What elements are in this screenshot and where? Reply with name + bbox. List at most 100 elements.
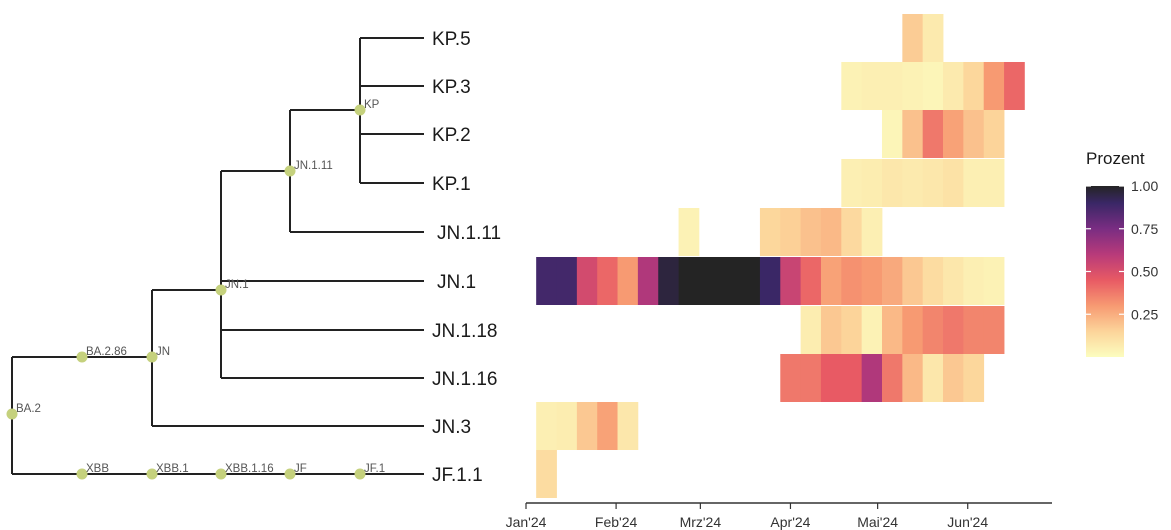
- legend-tick-label: 0.25: [1131, 306, 1158, 322]
- x-tick-label: Jan'24: [506, 514, 547, 530]
- heatmap-cell: [963, 110, 985, 158]
- heatmap-cell: [597, 402, 618, 450]
- heatmap-cell: [902, 62, 924, 110]
- tree-node-point: [354, 468, 366, 480]
- legend-tick-label: 0.50: [1131, 264, 1158, 280]
- heatmap-cell: [902, 14, 924, 62]
- tip-label: JN.1.18: [432, 321, 497, 342]
- heatmap-cell: [841, 208, 863, 256]
- tip-label: KP.1: [432, 174, 471, 195]
- heatmap-cell: [800, 208, 822, 256]
- heatmap-cell: [922, 14, 944, 62]
- heatmap-cell: [841, 257, 863, 305]
- tip-label: JN.1: [437, 272, 476, 293]
- tip-label: JN.3: [432, 417, 471, 438]
- heatmap-cell: [536, 450, 557, 498]
- heatmap-cell: [576, 402, 598, 450]
- color-legend: Prozent 1.00 0.75 0.50 0.25: [1086, 149, 1158, 357]
- heatmap-cell: [881, 110, 903, 158]
- legend-title: Prozent: [1086, 149, 1145, 168]
- heatmap-cell: [536, 257, 557, 305]
- heatmap-cell: [1004, 62, 1025, 110]
- heatmap-cell: [943, 354, 964, 402]
- heatmap-cell: [943, 257, 964, 305]
- heatmap-cell: [576, 257, 598, 305]
- heatmap-cell: [597, 257, 618, 305]
- heatmap-cell: [983, 62, 1005, 110]
- tree-node-label: JF: [294, 463, 307, 475]
- heatmap-cell: [902, 159, 924, 207]
- tree-node-point: [284, 165, 296, 177]
- heatmap-cell: [780, 257, 802, 305]
- x-tick-label: Feb'24: [595, 514, 638, 530]
- tree-node-label: XBB.1: [156, 463, 189, 475]
- phylogenetic-tree: BA.2 BA.2.86 JN JN.1 JN.1.11 KP XBB XBB.1 XBB.1.…: [6, 29, 501, 486]
- heatmap-cell: [759, 257, 781, 305]
- legend-tick-label: 1.00: [1131, 178, 1158, 194]
- legend-colorbar: [1086, 186, 1124, 357]
- heatmap-cell: [902, 354, 924, 402]
- heatmap-cell: [841, 306, 863, 354]
- heatmap-cell: [820, 306, 842, 354]
- heatmap-cell: [963, 62, 985, 110]
- tip-label: KP.5: [432, 29, 471, 50]
- heatmap-cell: [841, 159, 863, 207]
- heatmap-cell: [841, 62, 863, 110]
- heatmap-cell: [922, 62, 944, 110]
- tree-node-point: [146, 468, 158, 480]
- heatmap-cell: [963, 354, 985, 402]
- heatmap-cell: [800, 257, 822, 305]
- heatmap-cell: [800, 354, 822, 402]
- tree-node-label: JN.1: [225, 279, 249, 291]
- heatmap-cell: [943, 306, 964, 354]
- tree-node-point: [6, 408, 18, 420]
- heatmap-cell: [902, 110, 924, 158]
- heatmap-cell: [881, 257, 903, 305]
- heatmap-cell: [861, 257, 883, 305]
- heatmap-cell: [820, 257, 842, 305]
- x-axis: Jan'24 Feb'24 Mrz'24 Apr'24 Mai'24 Jun'24: [506, 502, 1052, 530]
- x-tick-label: Mai'24: [857, 514, 898, 530]
- tip-label: KP.2: [432, 125, 471, 146]
- heatmap-cell: [861, 62, 883, 110]
- heatmap-cell: [983, 110, 1005, 158]
- tree-node-label: XBB: [86, 463, 109, 475]
- heatmap-cell: [780, 354, 802, 402]
- heatmap-cell: [963, 257, 985, 305]
- heatmap-cell: [861, 306, 883, 354]
- tree-node-point: [284, 468, 296, 480]
- heatmap-cell: [983, 257, 1005, 305]
- heatmap-cell: [678, 208, 700, 256]
- tree-node-point: [215, 468, 227, 480]
- heatmap-cell: [881, 159, 903, 207]
- heatmap-cell: [881, 354, 903, 402]
- tip-label: JN.1.16: [432, 369, 497, 390]
- heatmap-cell: [820, 354, 842, 402]
- heatmap-cell: [780, 208, 802, 256]
- tree-node-label: XBB.1.16: [225, 463, 274, 475]
- tree-node-point: [354, 104, 366, 116]
- heatmap-cell: [556, 402, 578, 450]
- tip-label: JN.1.11: [437, 223, 501, 244]
- heatmap-cell: [922, 159, 944, 207]
- heatmap-cell: [902, 257, 924, 305]
- tree-node-label: BA.2: [16, 403, 41, 415]
- heatmap-cell: [861, 208, 883, 256]
- tree-node-point: [76, 468, 88, 480]
- tree-node-point: [76, 351, 88, 363]
- heatmap-cell: [922, 354, 944, 402]
- heatmap-cell: [943, 62, 964, 110]
- heatmap-cell: [556, 257, 578, 305]
- heatmap-cell: [963, 159, 985, 207]
- tree-node-label: JN.1.11: [294, 160, 333, 172]
- tip-label: KP.3: [432, 77, 471, 98]
- heatmap-cell: [658, 257, 679, 305]
- heatmap-cell: [861, 354, 883, 402]
- heatmap-cell: [881, 306, 903, 354]
- heatmap-cell: [841, 354, 863, 402]
- heatmap-cell: [536, 402, 557, 450]
- heatmap-cell: [759, 208, 781, 256]
- heatmap-cell: [719, 257, 740, 305]
- heatmap-cell: [617, 402, 639, 450]
